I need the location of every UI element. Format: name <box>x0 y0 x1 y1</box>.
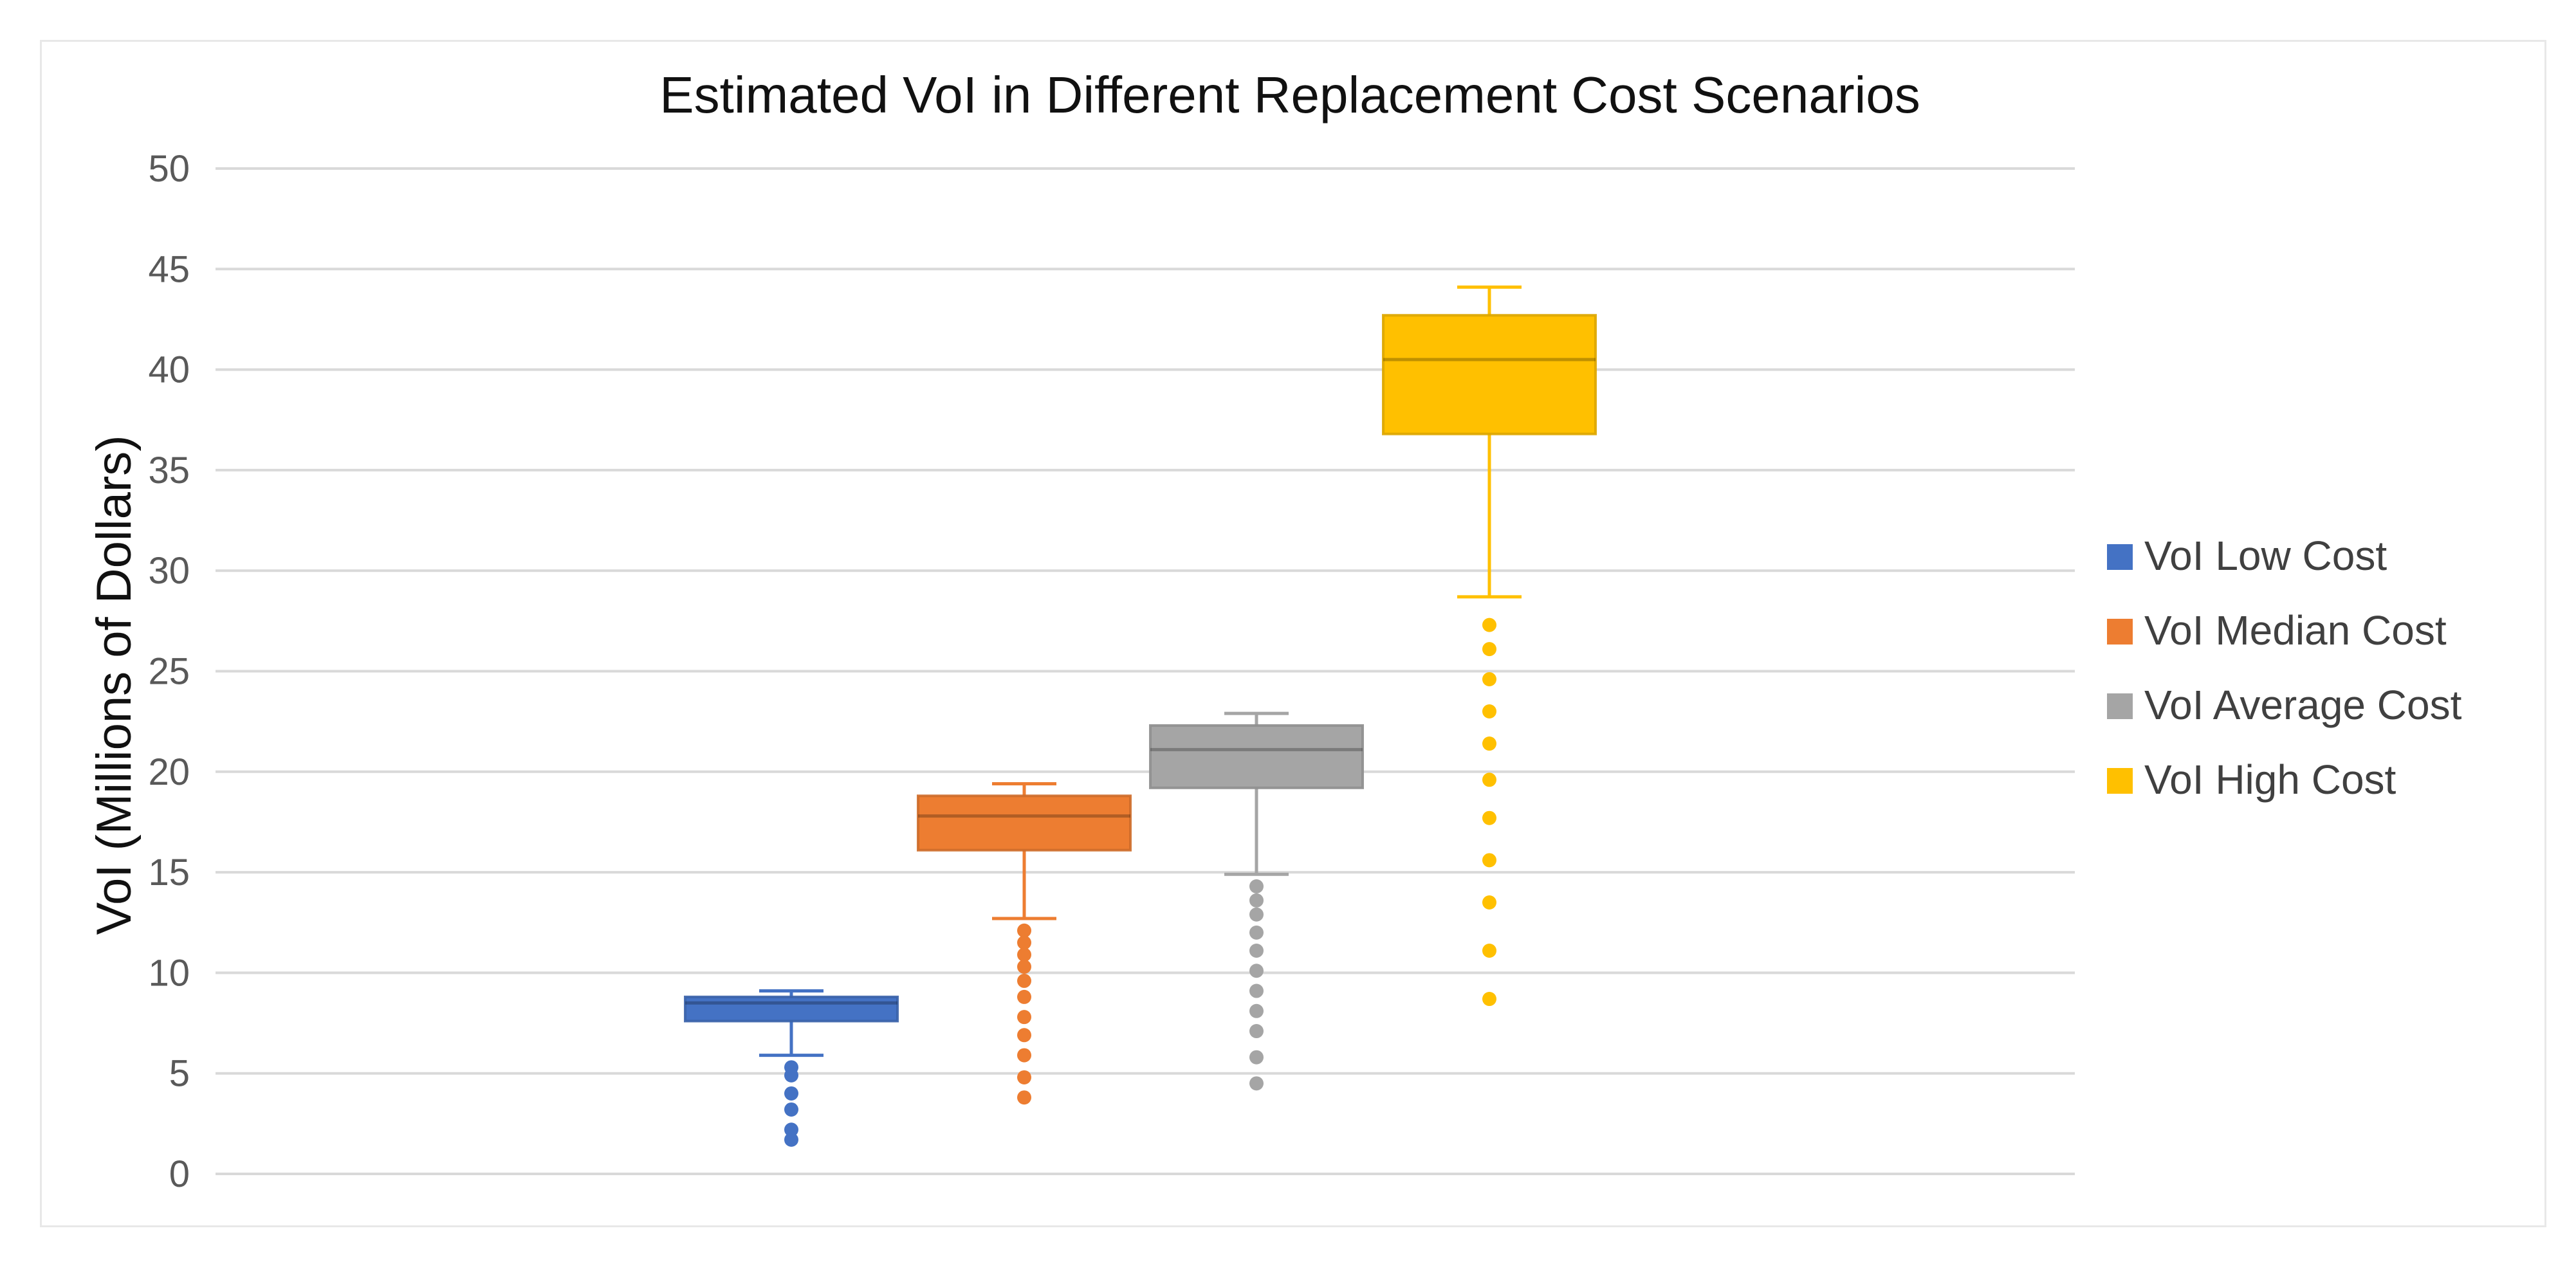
legend-swatch <box>2107 544 2133 570</box>
chart-frame: Estimated VoI in Different Replacement C… <box>40 40 2546 1227</box>
box <box>684 995 899 1023</box>
box-outline <box>1382 314 1597 435</box>
outlier-point <box>1017 947 1031 962</box>
outlier-point <box>1249 1003 1264 1018</box>
box-plot-voi-average-cost <box>1149 711 1364 1091</box>
legend-label: VoI Low Cost <box>2144 533 2387 579</box>
outlier-point <box>1017 1048 1031 1063</box>
legend: VoI Low Cost VoI Median Cost VoI Average C… <box>2107 533 2462 803</box>
outlier-point <box>1017 1028 1031 1043</box>
outlier-point <box>1482 736 1496 751</box>
chart-title: Estimated VoI in Different Replacement C… <box>659 66 1920 123</box>
outlier-point <box>1482 672 1496 687</box>
outlier-point <box>1249 1076 1264 1091</box>
outlier-point <box>784 1132 798 1147</box>
box-outline <box>1149 724 1364 789</box>
y-tick-label: 50 <box>148 148 190 190</box>
outlier-point <box>1249 1024 1264 1039</box>
outlier-point <box>1482 944 1496 958</box>
outlier-point <box>1249 964 1264 978</box>
outlier-point <box>1249 983 1264 998</box>
outlier-point <box>1482 642 1496 657</box>
outlier-point <box>1249 1050 1264 1065</box>
y-tick-label: 40 <box>148 349 190 391</box>
legend-item: VoI High Cost <box>2107 756 2397 803</box>
outlier-point <box>1249 879 1264 893</box>
legend-swatch <box>2107 768 2133 794</box>
outlier-point <box>784 1122 798 1137</box>
box-plots <box>684 285 1597 1147</box>
outlier-point <box>1249 944 1264 958</box>
outlier-point <box>1017 1090 1031 1105</box>
outlier-point <box>784 1102 798 1117</box>
outlier-point <box>1249 907 1264 922</box>
outlier-point <box>1482 810 1496 825</box>
outlier-point <box>1249 925 1264 940</box>
outlier-point <box>1017 935 1031 950</box>
box-outline <box>917 794 1132 852</box>
outlier-point <box>1017 1010 1031 1025</box>
legend-item: VoI Average Cost <box>2107 682 2462 728</box>
outlier-point <box>1482 617 1496 632</box>
y-tick-label: 5 <box>169 1053 190 1095</box>
outlier-point <box>1482 853 1496 868</box>
outlier-point <box>1482 992 1496 1007</box>
y-tick-label: 30 <box>148 550 190 592</box>
y-tick-label: 25 <box>148 651 190 693</box>
legend-swatch <box>2107 693 2133 719</box>
outlier-point <box>784 1086 798 1101</box>
legend-label: VoI Average Cost <box>2144 682 2462 728</box>
gridlines <box>216 167 2075 1175</box>
outlier-point <box>1017 960 1031 974</box>
box <box>1149 724 1364 789</box>
y-tick-label: 20 <box>148 751 190 793</box>
outlier-point <box>1482 895 1496 910</box>
outlier-point <box>1017 973 1031 988</box>
outlier-point <box>1482 773 1496 787</box>
legend-label: VoI Median Cost <box>2144 607 2447 654</box>
outlier-point <box>784 1068 798 1083</box>
y-tick-label: 45 <box>148 248 190 290</box>
legend-item: VoI Low Cost <box>2107 533 2387 579</box>
y-tick-label: 0 <box>169 1153 190 1195</box>
box <box>1382 314 1597 435</box>
box-plot-voi-high-cost <box>1382 285 1597 1007</box>
outlier-point <box>1017 1070 1031 1084</box>
y-axis-title: VoI (Millions of Dollars) <box>87 435 142 935</box>
outlier-point <box>1482 704 1496 719</box>
y-tick-label: 35 <box>148 450 190 491</box>
legend-item: VoI Median Cost <box>2107 607 2447 654</box>
y-tick-label: 10 <box>148 952 190 994</box>
legend-swatch <box>2107 619 2133 645</box>
y-tick-labels: 0 5 10 15 20 25 30 35 40 45 50 <box>148 148 190 1195</box>
outlier-point <box>1249 893 1264 908</box>
outlier-point <box>1017 989 1031 1004</box>
outlier-point <box>1017 923 1031 938</box>
y-tick-label: 15 <box>148 852 190 893</box>
box-outline <box>684 995 899 1023</box>
box <box>917 794 1132 852</box>
chart-svg: Estimated VoI in Different Replacement C… <box>87 66 2462 1195</box>
legend-label: VoI High Cost <box>2144 756 2397 803</box>
box-plot-voi-median-cost <box>917 782 1132 1105</box>
box-plot-voi-low-cost <box>684 989 899 1147</box>
